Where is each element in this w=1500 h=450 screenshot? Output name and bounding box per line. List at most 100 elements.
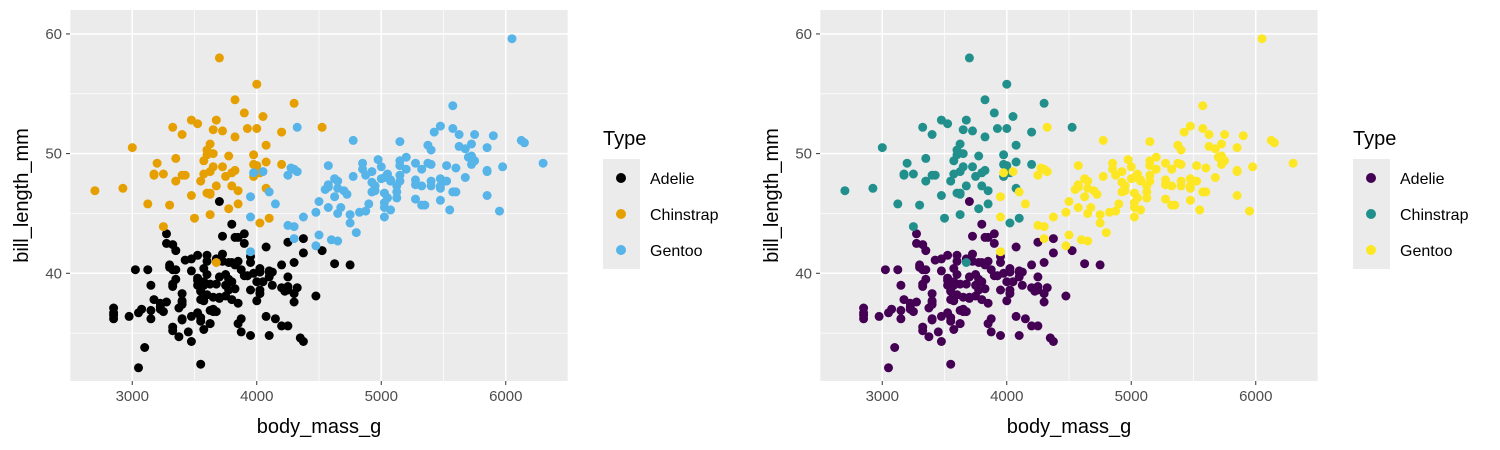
point-chinstrap — [214, 53, 224, 63]
point-gentoo — [1167, 164, 1177, 174]
point-adelie — [230, 232, 240, 242]
point-gentoo — [395, 137, 405, 147]
point-adelie — [924, 332, 934, 342]
point-adelie — [927, 296, 937, 306]
point-gentoo — [429, 127, 439, 137]
point-adelie — [946, 278, 956, 288]
point-chinstrap — [943, 119, 953, 129]
point-gentoo — [298, 212, 308, 222]
point-adelie — [924, 303, 934, 313]
point-adelie — [146, 314, 156, 324]
point-gentoo — [1266, 135, 1276, 145]
point-gentoo — [1142, 193, 1152, 203]
point-adelie — [168, 326, 178, 336]
point-chinstrap — [255, 218, 265, 228]
point-adelie — [162, 229, 171, 239]
point-adelie — [912, 238, 921, 248]
point-gentoo — [426, 159, 436, 169]
point-chinstrap — [289, 98, 299, 108]
point-chinstrap — [171, 176, 181, 186]
point-gentoo — [379, 212, 389, 222]
point-gentoo — [538, 158, 548, 168]
y-axis-title: bill_length_mm — [11, 128, 33, 263]
x-tick-label: 6000 — [489, 388, 522, 405]
point-chinstrap — [908, 222, 918, 232]
point-chinstrap — [149, 170, 159, 180]
point-chinstrap — [1008, 112, 1018, 121]
point-chinstrap — [927, 130, 937, 139]
point-chinstrap — [242, 124, 252, 133]
point-chinstrap — [264, 213, 274, 223]
point-adelie — [927, 289, 937, 299]
point-chinstrap — [171, 153, 181, 163]
point-adelie — [1039, 258, 1049, 267]
legend-key-chinstrap — [1366, 209, 1376, 219]
data-points — [90, 34, 548, 373]
point-chinstrap — [143, 199, 153, 209]
point-adelie — [143, 265, 153, 275]
point-gentoo — [1185, 183, 1195, 193]
point-chinstrap — [252, 124, 262, 133]
point-gentoo — [996, 247, 1005, 257]
point-adelie — [255, 264, 265, 273]
x-tick-label: 4000 — [990, 388, 1023, 405]
point-gentoo — [1238, 131, 1248, 141]
point-adelie — [952, 256, 962, 266]
point-gentoo — [435, 174, 445, 184]
point-chinstrap — [221, 171, 231, 181]
point-chinstrap — [165, 200, 175, 210]
point-adelie — [140, 343, 150, 352]
point-gentoo — [470, 156, 480, 166]
point-chinstrap — [277, 127, 287, 137]
point-adelie — [887, 304, 897, 314]
point-adelie — [1011, 242, 1021, 252]
x-tick-label: 3000 — [866, 388, 899, 405]
point-adelie — [124, 311, 134, 321]
point-adelie — [211, 279, 221, 289]
point-chinstrap — [955, 210, 965, 220]
point-gentoo — [1101, 228, 1111, 238]
point-gentoo — [376, 174, 386, 184]
point-adelie — [1005, 285, 1015, 295]
point-adelie — [896, 305, 906, 315]
point-gentoo — [417, 164, 427, 174]
point-adelie — [1033, 321, 1043, 331]
point-chinstrap — [211, 115, 221, 125]
point-adelie — [874, 311, 884, 321]
point-gentoo — [470, 130, 480, 139]
point-gentoo — [348, 135, 358, 145]
point-gentoo — [358, 158, 368, 168]
point-chinstrap — [999, 159, 1009, 169]
point-gentoo — [311, 241, 321, 251]
point-adelie — [912, 229, 921, 239]
point-adelie — [264, 267, 274, 277]
point-chinstrap — [964, 53, 974, 63]
point-gentoo — [1129, 198, 1139, 208]
point-adelie — [196, 316, 206, 326]
point-gentoo — [482, 191, 492, 200]
point-adelie — [261, 311, 271, 321]
point-gentoo — [1089, 186, 1099, 196]
point-chinstrap — [902, 158, 912, 168]
point-adelie — [174, 332, 184, 342]
point-adelie — [255, 285, 265, 295]
point-adelie — [208, 304, 218, 314]
point-gentoo — [1185, 195, 1195, 205]
point-chinstrap — [158, 222, 168, 232]
point-gentoo — [258, 167, 268, 177]
point-adelie — [202, 256, 212, 266]
point-adelie — [921, 246, 931, 256]
point-gentoo — [1114, 199, 1124, 209]
point-adelie — [1067, 246, 1077, 256]
y-tick-label: 60 — [795, 26, 812, 43]
point-adelie — [1033, 272, 1043, 282]
point-adelie — [193, 250, 203, 260]
point-adelie — [218, 231, 227, 241]
point-chinstrap — [1067, 122, 1077, 132]
point-gentoo — [367, 167, 377, 177]
point-chinstrap — [918, 122, 928, 132]
point-chinstrap — [249, 159, 259, 169]
point-chinstrap — [239, 108, 249, 118]
point-adelie — [174, 303, 184, 313]
legend-label-chinstrap: Chinstrap — [1400, 207, 1469, 224]
